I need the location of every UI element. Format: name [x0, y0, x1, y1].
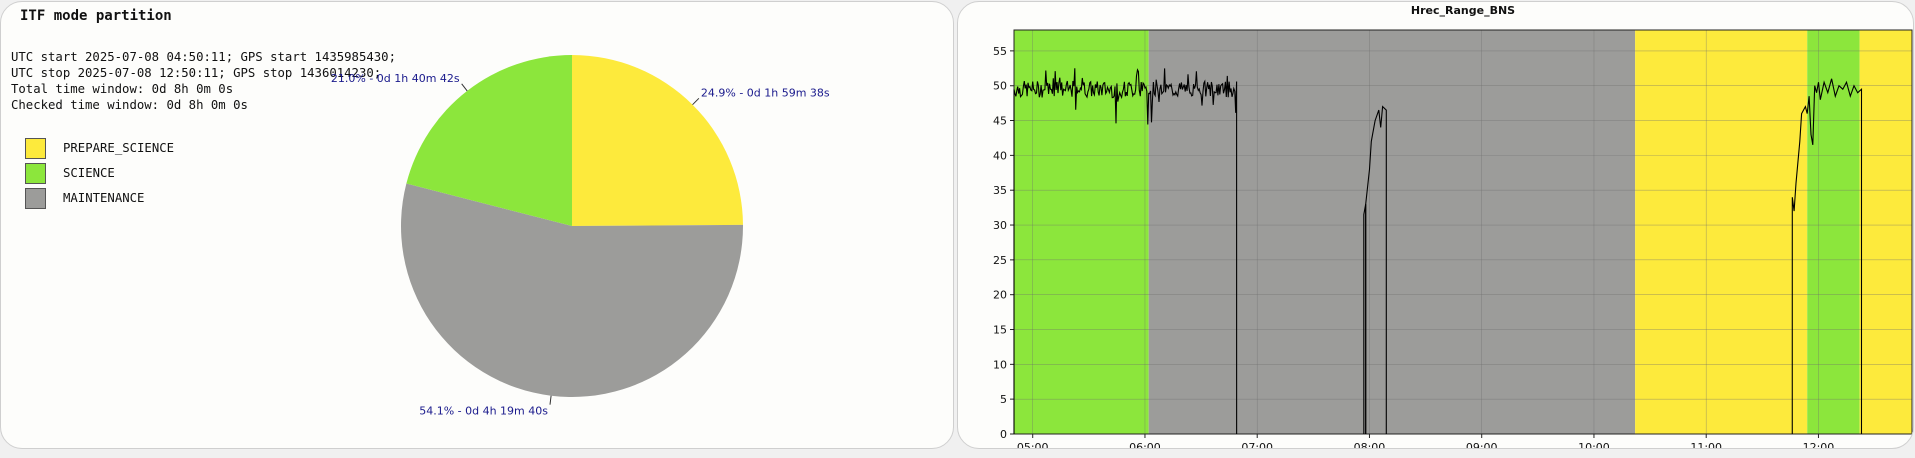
- x-tick-label: 09:00: [1466, 441, 1498, 448]
- y-tick-label: 30: [993, 219, 1007, 232]
- x-tick-label: 12:00: [1803, 441, 1835, 448]
- y-tick-label: 10: [993, 358, 1007, 371]
- legend-label: SCIENCE: [63, 166, 115, 180]
- info-line-utc-start: UTC start 2025-07-08 04:50:11; GPS start…: [11, 50, 396, 64]
- y-tick-label: 40: [993, 149, 1007, 162]
- chart-title: Hrec_Range_BNS: [1411, 4, 1515, 17]
- hrec-range-panel: Hrec_Range_BNS 0 5 10 15 20 25 30 35 40 45 50 55 05:0…: [957, 1, 1914, 449]
- state-band-prepare-science: [1859, 30, 1912, 434]
- y-tick-label: 25: [993, 254, 1007, 267]
- state-band-maintenance: [1148, 30, 1636, 434]
- x-tick-label: 08:00: [1354, 441, 1386, 448]
- pie-slice-label: 54.1% - 0d 4h 19m 40s: [419, 405, 548, 418]
- x-tick-label: 07:00: [1241, 441, 1273, 448]
- y-tick-label: 5: [1000, 393, 1007, 406]
- pie-slice-label: 21.0% - 0d 1h 40m 42s: [331, 72, 460, 85]
- legend-swatch: [25, 188, 46, 209]
- pie-slice-science: [406, 55, 572, 226]
- y-tick-label: 0: [1000, 428, 1007, 441]
- pie-label-leader: [549, 395, 552, 405]
- state-band-prepare-science: [1635, 30, 1808, 434]
- pie-label-leader: [461, 83, 468, 92]
- hrec-range-chart: Hrec_Range_BNS 0 5 10 15 20 25 30 35 40 45 50 55 05:0…: [993, 4, 1913, 448]
- range-line-segment: [1791, 78, 1863, 435]
- y-tick-label: 35: [993, 184, 1007, 197]
- info-line-utc-stop: UTC stop 2025-07-08 12:50:11; GPS stop 1…: [11, 66, 382, 80]
- legend-label: PREPARE_SCIENCE: [63, 141, 175, 155]
- state-band-science: [1807, 30, 1860, 434]
- range-line-segment: [1365, 105, 1387, 435]
- legend-label: MAINTENANCE: [63, 191, 145, 205]
- x-tick-label: 06:00: [1129, 441, 1161, 448]
- y-tick-label: 45: [993, 115, 1007, 128]
- legend-swatch: [25, 138, 46, 159]
- pie-label-leader: [692, 97, 700, 106]
- mode-pie-chart: 24.9% - 0d 1h 59m 38s 54.1% - 0d 4h 19m 4…: [331, 55, 830, 418]
- x-tick-label: 11:00: [1690, 441, 1722, 448]
- y-tick-label: 15: [993, 324, 1007, 337]
- time-window-info: UTC start 2025-07-08 04:50:11; GPS start…: [11, 49, 396, 113]
- state-band-science: [1014, 30, 1149, 434]
- partition-title: ITF mode partition: [20, 8, 172, 24]
- info-line-total: Total time window: 0d 8h 0m 0s: [11, 82, 234, 96]
- y-tick-label: 55: [993, 45, 1007, 58]
- legend-swatch: [25, 163, 46, 184]
- y-tick-label: 20: [993, 289, 1007, 302]
- pie-slice-label: 24.9% - 0d 1h 59m 38s: [701, 86, 830, 99]
- x-tick-label: 10:00: [1578, 441, 1610, 448]
- info-line-checked: Checked time window: 0d 8h 0m 0s: [11, 98, 248, 112]
- range-line-segment: [1013, 68, 1238, 435]
- mode-partition-panel: ITF mode partition UTC start 2025-07-08 …: [0, 1, 954, 449]
- pie-slice-prepare-science: [572, 55, 743, 226]
- y-tick-label: 50: [993, 80, 1007, 93]
- x-tick-label: 05:00: [1017, 441, 1049, 448]
- pie-slice-maintenance: [401, 183, 743, 397]
